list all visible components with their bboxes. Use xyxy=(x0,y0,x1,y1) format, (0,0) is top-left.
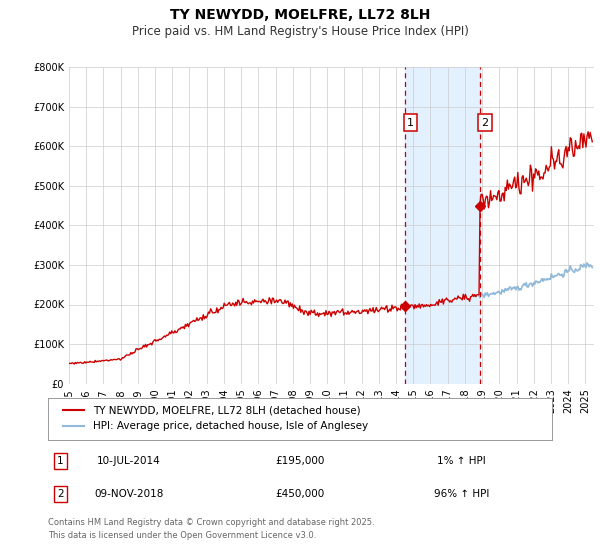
Text: Contains HM Land Registry data © Crown copyright and database right 2025.
This d: Contains HM Land Registry data © Crown c… xyxy=(48,518,374,539)
Bar xyxy=(405,67,480,384)
Text: 1: 1 xyxy=(407,118,413,128)
Text: 10-JUL-2014: 10-JUL-2014 xyxy=(97,456,161,466)
Text: 1% ↑ HPI: 1% ↑ HPI xyxy=(437,456,485,466)
Text: 2: 2 xyxy=(57,489,64,499)
Text: 96% ↑ HPI: 96% ↑ HPI xyxy=(434,489,489,499)
Text: TY NEWYDD, MOELFRE, LL72 8LH: TY NEWYDD, MOELFRE, LL72 8LH xyxy=(170,8,430,22)
Text: £450,000: £450,000 xyxy=(275,489,325,499)
Text: 1: 1 xyxy=(57,456,64,466)
Legend: TY NEWYDD, MOELFRE, LL72 8LH (detached house), HPI: Average price, detached hous: TY NEWYDD, MOELFRE, LL72 8LH (detached h… xyxy=(58,401,373,436)
Text: Price paid vs. HM Land Registry's House Price Index (HPI): Price paid vs. HM Land Registry's House … xyxy=(131,25,469,38)
Text: £195,000: £195,000 xyxy=(275,456,325,466)
Text: 09-NOV-2018: 09-NOV-2018 xyxy=(94,489,163,499)
Text: 2: 2 xyxy=(481,118,488,128)
